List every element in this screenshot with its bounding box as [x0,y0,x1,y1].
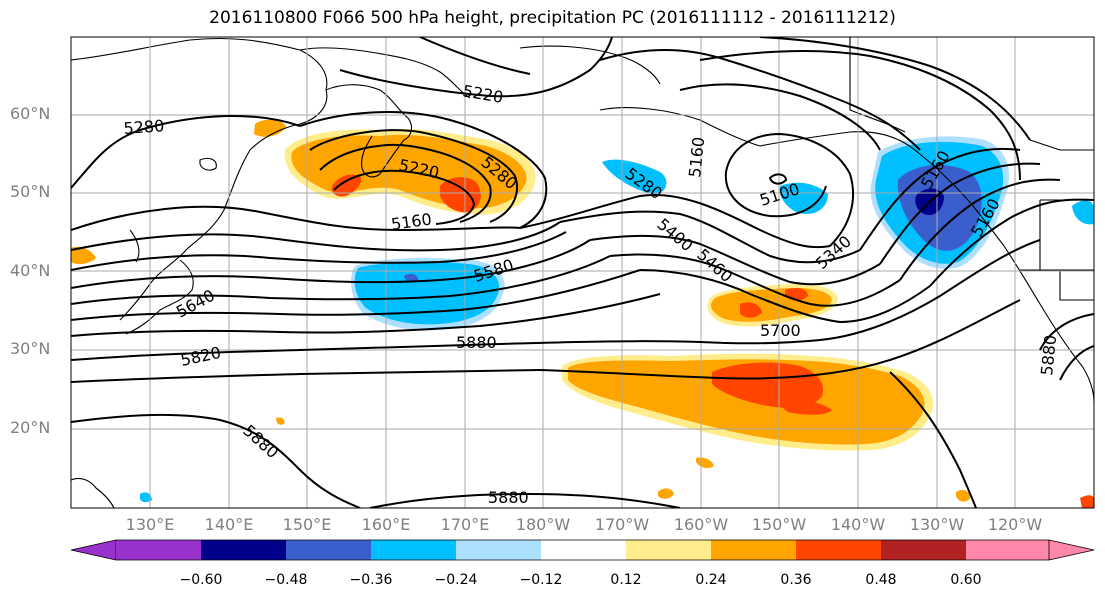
height-contours [71,37,1094,508]
lat-label: 50°N [10,182,51,201]
colorbar-arrow-high [1048,539,1095,561]
lat-label: 40°N [10,261,51,280]
colorbar-segment [456,540,541,560]
colorbar-tick-label: −0.48 [264,572,308,588]
colorbar-segment [371,540,456,560]
contour-label: 5280 [123,116,165,138]
map-title: 2016110800 F066 500 hPa height, precipit… [209,8,896,28]
colorbar-tick-label: 0.60 [950,572,982,588]
lon-label: 160°E [361,515,411,534]
colorbar-tick-label: −0.12 [519,572,563,588]
map-frame [70,36,1095,509]
lat-label: 60°N [10,104,51,123]
lon-label: 150°E [282,515,332,534]
colorbar-segment [711,540,796,560]
colorbar-segment [116,540,201,560]
colorbar-segment [626,540,711,560]
contour-label: 5700 [760,321,801,340]
graticule [71,37,1094,508]
colorbar-segment [966,540,1049,560]
colorbar-arrow-low [70,539,117,561]
lon-label: 130°W [909,515,965,534]
lon-label: 170°E [440,515,490,534]
map-plot-area: 5280 5220 5220 5280 5160 5580 5640 5820 … [71,37,1094,508]
colorbar-tick-label: 0.12 [610,572,642,588]
lat-label: 20°N [10,418,51,437]
colorbar [70,539,1095,561]
colorbar-segment [201,540,286,560]
colorbar-segment [541,540,626,560]
contour-label: 5160 [685,136,708,178]
contour-label: 5880 [488,488,529,507]
colorbar-segment [286,540,371,560]
colorbar-tick-label: 0.24 [695,572,727,588]
colorbar-tick-label: −0.60 [179,572,223,588]
lat-label: 30°N [10,339,51,358]
lon-label: 180°W [515,515,571,534]
lon-label: 150°W [751,515,807,534]
colorbar-segment [796,540,881,560]
colorbar-segment [881,540,966,560]
colorbar-tick-label: 0.36 [780,572,812,588]
lon-label: 140°W [830,515,886,534]
lon-label: 170°W [594,515,650,534]
contour-label: 5880 [1037,334,1060,376]
lon-label: 120°W [987,515,1043,534]
contour-label: 5880 [456,333,497,352]
lon-label: 140°E [204,515,254,534]
colorbar-tick-label: −0.36 [349,572,393,588]
lon-label: 160°W [673,515,729,534]
colorbar-tick-label: −0.24 [434,572,478,588]
colorbar-tick-label: 0.48 [865,572,897,588]
lon-label: 130°E [125,515,175,534]
